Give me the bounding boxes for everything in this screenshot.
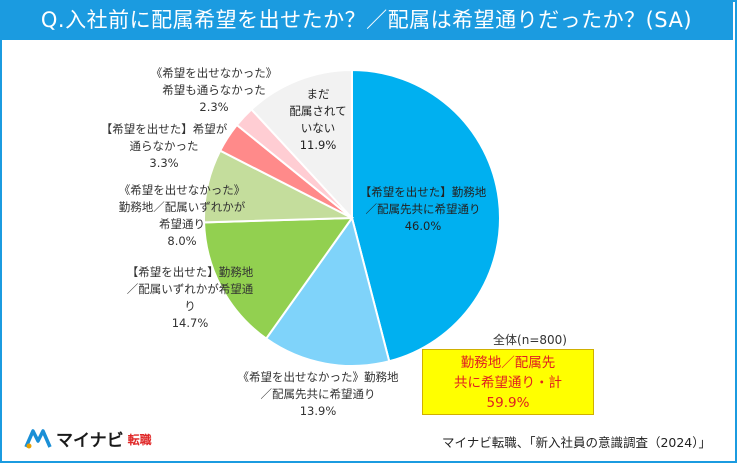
pie-slice-1 bbox=[351, 68, 501, 363]
logo-text: マイナビ bbox=[56, 430, 124, 451]
highlight-line-1: 勤務地／配属先 bbox=[460, 355, 556, 371]
highlight-callout: 勤務地／配属先 共に希望通り・計 59.9% bbox=[422, 349, 594, 415]
pie-slice-7 bbox=[250, 68, 353, 221]
slice-label-5: 【希望を出せた】希望が通らなかった 3.3% bbox=[101, 122, 228, 170]
slice-label-4: 《希望を出せなかった》勤務地／配属いずれかが希望通り 8.0% bbox=[119, 183, 246, 248]
pie-labels: 【希望を出せた】勤務地／配属先共に希望通り 46.0% 《希望を出せなかった》勤務地… bbox=[101, 66, 487, 418]
mynavi-logo-icon bbox=[24, 429, 52, 449]
highlight-line-2: 共に希望通り・計 bbox=[454, 375, 562, 391]
slice-label-7: まだ配属されていない 11.9% bbox=[289, 87, 346, 152]
source-note: マイナビ転職、「新入社員の意識調査（2024）」 bbox=[441, 435, 711, 450]
pie-slices bbox=[203, 68, 501, 367]
slice-label-1: 【希望を出せた】勤務地／配属先共に希望通り 46.0% bbox=[360, 185, 487, 233]
slice-label-2: 《希望を出せなかった》勤務地／配属先共に希望通り 13.9% bbox=[238, 370, 399, 418]
pie-slice-3 bbox=[203, 216, 354, 340]
highlight-value: 59.9% bbox=[486, 395, 530, 411]
slice-label-3: 【希望を出せた】勤務地／配属いずれかが希望通り 14.7% bbox=[127, 265, 254, 330]
slice-label-6: 《希望を出せなかった》希望も通らなかった 2.3% bbox=[151, 66, 278, 114]
mynavi-logo: マイナビ 転職 bbox=[24, 426, 152, 451]
pie-slice-2 bbox=[264, 215, 391, 367]
chart-title: Q.入社前に配属希望を出せたか？／配属は希望通りだったか？(SA) bbox=[0, 0, 733, 40]
logo-sub: 転職 bbox=[127, 433, 152, 447]
base-label: 全体(n=800) bbox=[493, 333, 567, 347]
